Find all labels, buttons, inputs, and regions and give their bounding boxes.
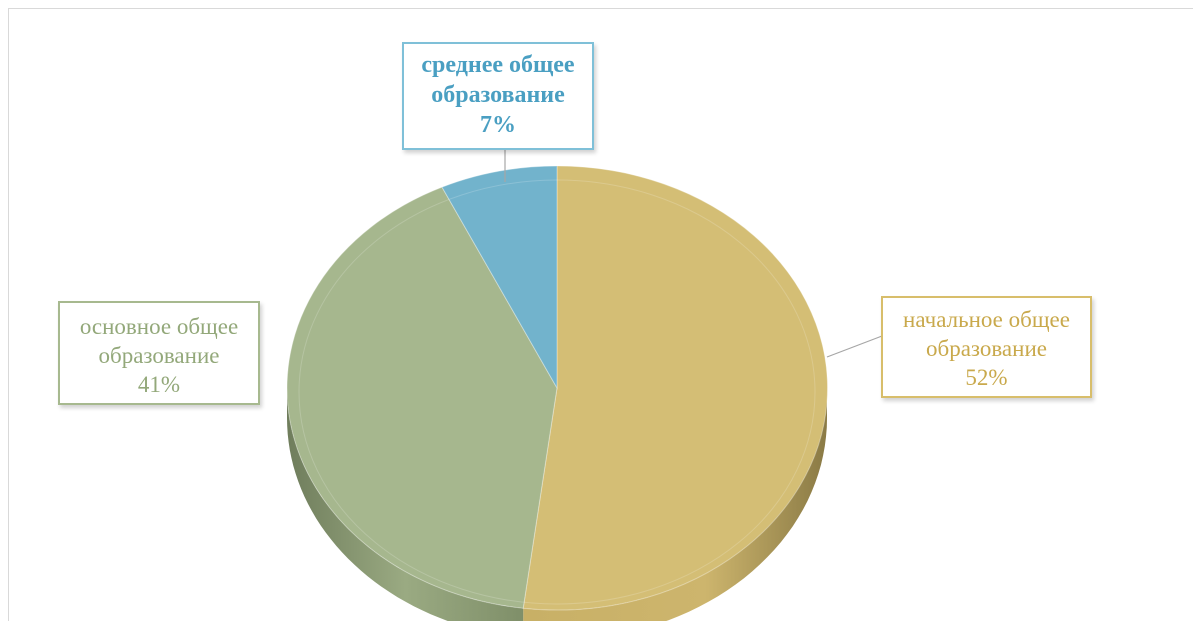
label-line1: среднее общее bbox=[421, 52, 575, 78]
label-line2: образование bbox=[431, 82, 565, 108]
label-percent: 7% bbox=[480, 112, 516, 138]
label-percent: 52% bbox=[965, 364, 1008, 390]
chart-area bbox=[8, 8, 1193, 621]
data-label-secondary-education: среднее общее образование 7% bbox=[402, 42, 594, 150]
label-percent: 41% bbox=[137, 371, 181, 397]
pie-rim-highlight bbox=[298, 179, 816, 605]
pie-slice-2 bbox=[441, 165, 558, 390]
leader-line-1 bbox=[826, 335, 883, 358]
pie-tops bbox=[286, 165, 828, 611]
pie-sides bbox=[287, 388, 827, 621]
pie-slice-0 bbox=[522, 165, 828, 611]
data-label-primary-education: начальное общее образование 52% bbox=[881, 296, 1092, 398]
pie-side-0 bbox=[523, 388, 827, 621]
label-line2: образование bbox=[98, 342, 220, 368]
pie-slice-1 bbox=[286, 186, 558, 609]
label-line1: начальное общее bbox=[903, 307, 1070, 332]
leader-lines bbox=[504, 150, 883, 358]
label-line1: основное общее bbox=[79, 314, 239, 339]
data-label-basic-education: основное общее образование 41% bbox=[58, 301, 260, 405]
label-line2: образование bbox=[926, 335, 1047, 361]
pie-side-1 bbox=[287, 388, 524, 621]
